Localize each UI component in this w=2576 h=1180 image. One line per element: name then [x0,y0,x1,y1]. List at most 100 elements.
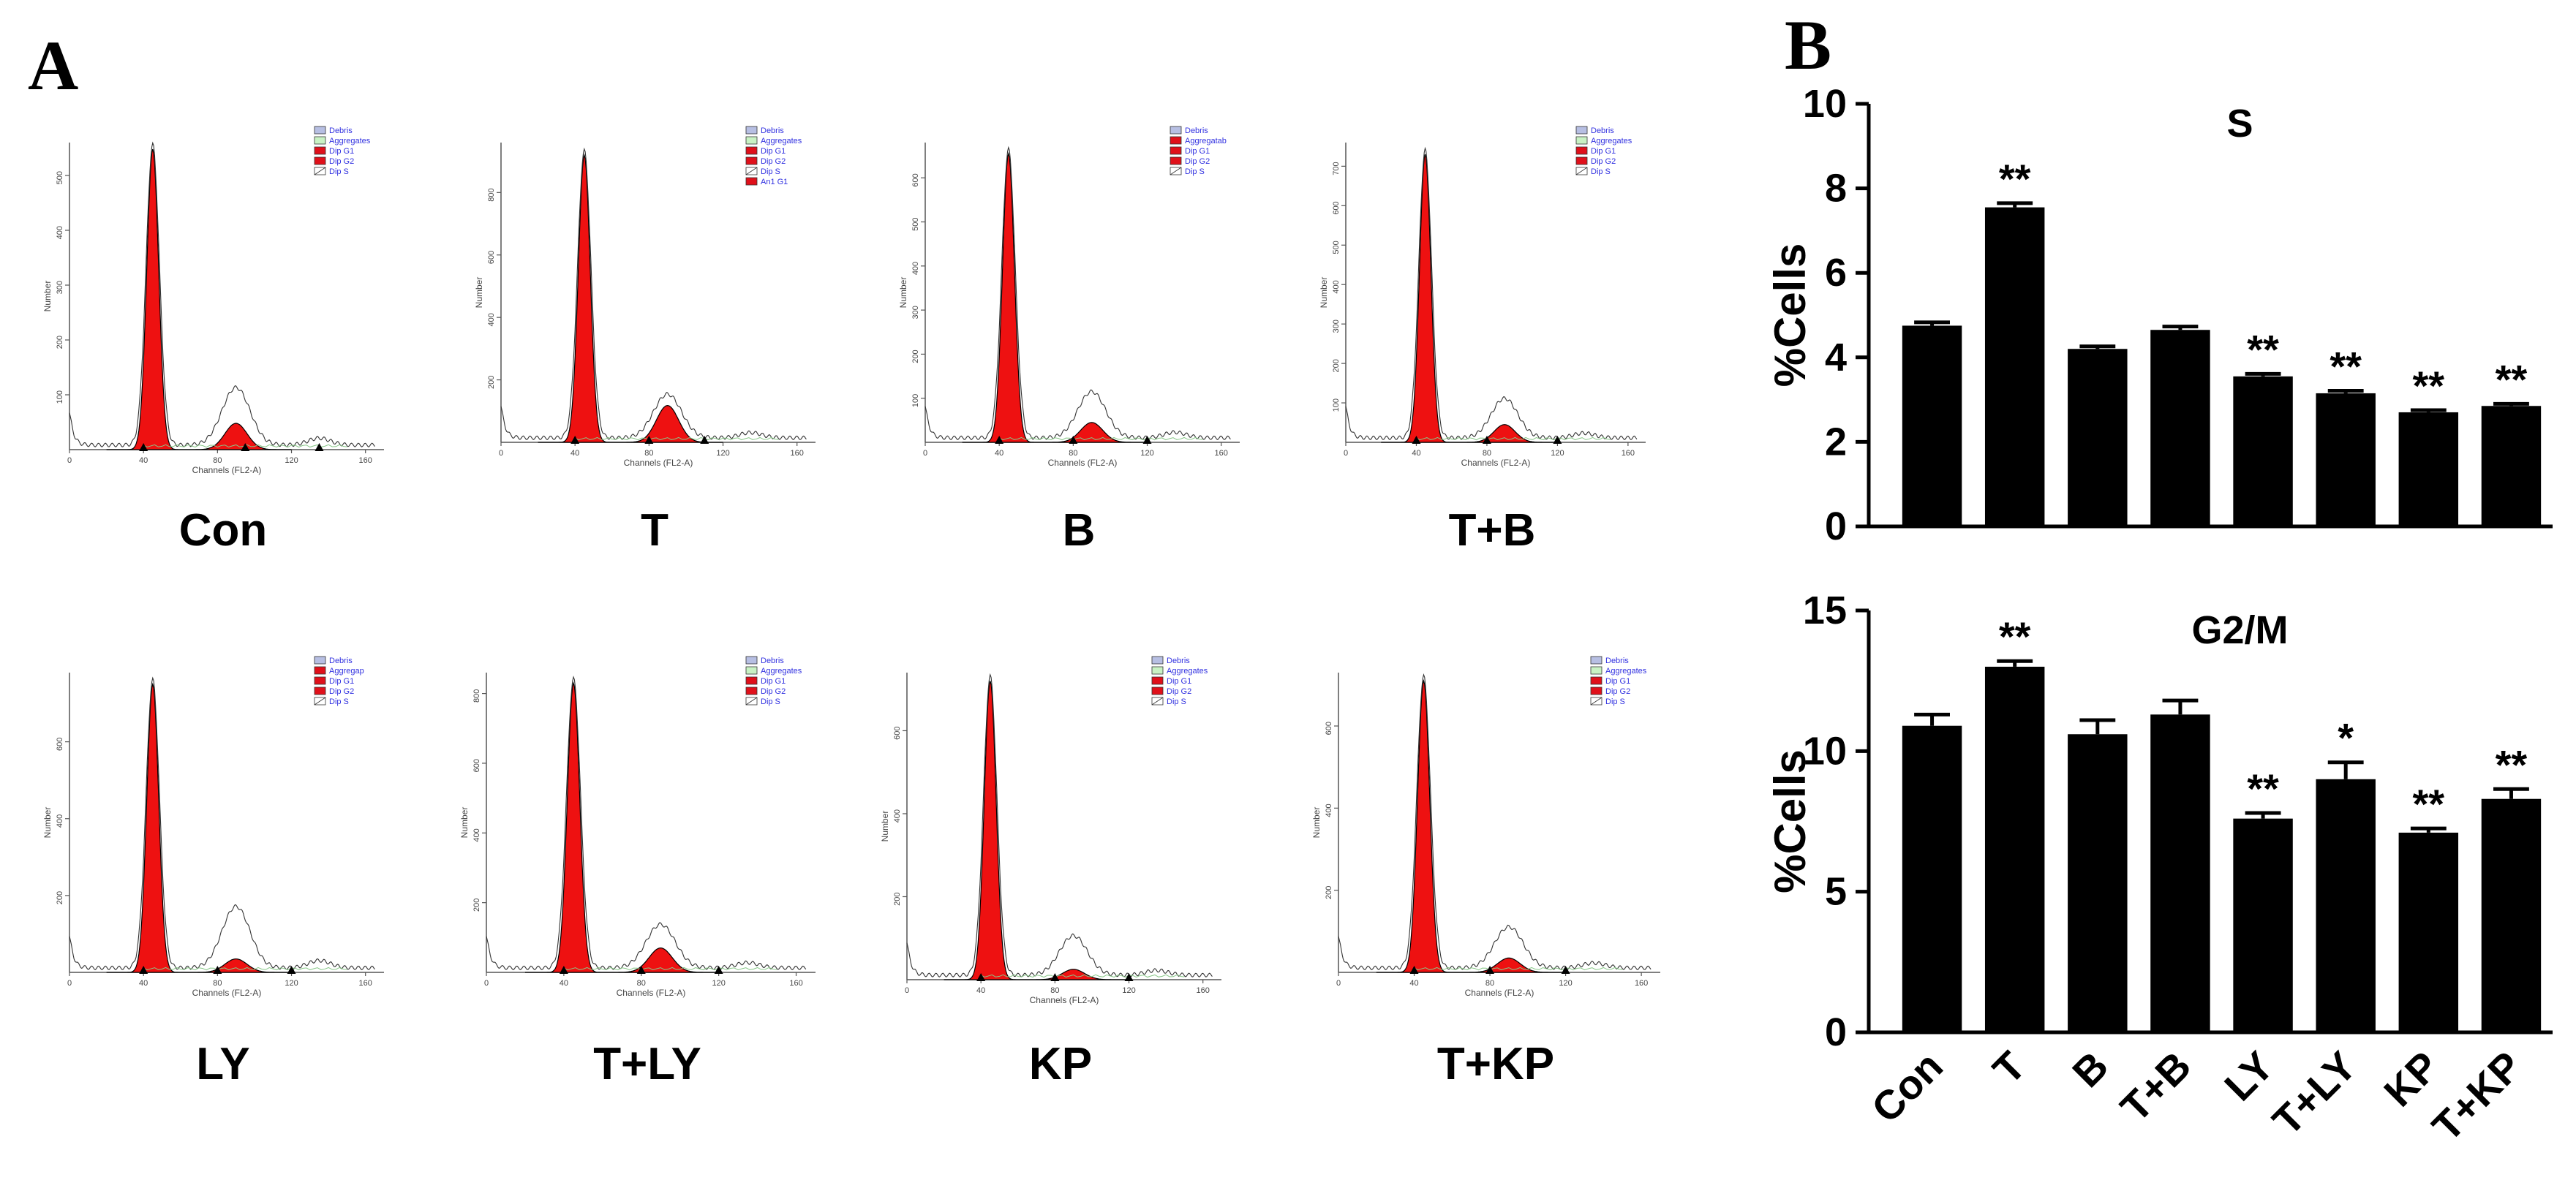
y-tick-label: 600 [911,173,920,186]
y-tick-label: 400 [911,262,920,275]
legend-swatch [1590,666,1603,675]
peak-marker-icon [559,966,568,974]
x-tick-label: 120 [1140,449,1153,458]
hatch [745,697,758,706]
legend-label: Dip S [761,697,780,706]
x-tick-label: 160 [359,456,372,465]
peak-marker-icon [1124,973,1134,981]
legend-label: Dip G2 [1185,157,1210,166]
legend-swatch [314,656,326,665]
y-tick-label: 200 [1325,886,1333,899]
bar [1902,325,1962,526]
x-tick-label: 80 [644,449,653,458]
hatch [1575,167,1588,175]
x-tick-label: T [1984,1043,2034,1093]
legend-swatch [1575,156,1588,165]
legend-label: Dip G1 [1591,147,1616,156]
y-tick-label: 400 [472,828,481,841]
y-tick-label: 600 [56,738,64,751]
bar [2398,832,2459,1032]
x-tick-label: 120 [716,449,729,458]
x-tick-label: 40 [995,449,1003,458]
peak-marker-icon [1561,966,1570,974]
y-tick-label: 600 [893,726,902,739]
x-tick-label: 0 [1344,449,1348,458]
legend-label: Dip G1 [1605,677,1630,686]
peak-marker-icon [1409,966,1419,974]
significance-marker: ** [1999,156,2031,202]
legend-swatch [1590,676,1603,685]
peak-marker-icon [241,443,250,451]
x-tick-label: 160 [359,979,372,988]
x-tick-label: 120 [1551,449,1564,458]
x-tick-label: 40 [560,979,568,988]
hatch [745,167,758,175]
peak-marker-icon [315,443,324,451]
y-tick-label: 800 [487,188,496,201]
y-axis-label: Number [459,807,470,839]
legend-swatch [1575,146,1588,155]
legend-label: Debris [1185,126,1208,135]
x-tick-label: 0 [484,979,489,988]
y-tick-label: 600 [487,251,496,264]
peak-marker-icon [995,436,1004,444]
legend-label: Debris [329,657,353,665]
legend-label: Debris [329,126,353,135]
x-tick-label: Con [1863,1043,1952,1132]
legend-label: Dip G1 [329,677,354,686]
significance-marker: * [2338,715,2354,761]
x-tick-label: 0 [905,986,909,995]
bar [2316,393,2376,526]
legend-swatch [314,146,326,155]
legend-swatch [1170,126,1182,135]
peak-marker-icon [139,443,148,451]
x-tick-label: 80 [637,979,646,988]
y-tick-label: 6 [1825,251,1847,295]
legend-label: Debris [761,657,784,665]
peak-marker-icon [1050,973,1060,981]
legend-label: Aggregates [1167,667,1208,676]
legend-swatch [314,666,326,675]
x-tick-label: 120 [1122,986,1135,995]
legend-label: Dip G2 [1167,687,1191,696]
legend-swatch [1151,666,1164,675]
s-phase-line [980,974,1185,978]
x-tick-label: 0 [923,449,927,458]
x-axis-label: Channels (FL2-A) [1465,988,1534,998]
g1-g2-fill [538,153,723,443]
legend-swatch [1151,656,1164,665]
bar [2150,714,2210,1032]
y-tick-label: 5 [1825,870,1847,914]
x-tick-label: 80 [1069,449,1077,458]
legend-label: Dip S [329,167,349,176]
x-axis-label: Channels (FL2-A) [1030,995,1099,1005]
legend-swatch [745,676,758,685]
x-axis-label: Channels (FL2-A) [617,988,686,998]
significance-marker: ** [2247,765,2279,812]
x-tick-label: 160 [1197,986,1210,995]
legend-label: Debris [1167,657,1190,665]
y-tick-label: 2 [1825,420,1847,464]
x-tick-label: B [2063,1043,2117,1096]
peak-marker-icon [1069,436,1078,444]
bar [2233,376,2293,526]
peak-marker-icon [1412,436,1421,444]
histogram-t-plus-b: 100 200 300 400 500 600 700 Number 0 40 80 120 160 Ch… [1317,121,1668,472]
hatch [1590,697,1603,706]
x-tick-label: 40 [139,456,148,465]
y-tick-label: 15 [1803,589,1847,632]
y-tick-label: 300 [1332,319,1341,333]
y-tick-label: 600 [1332,201,1341,214]
y-tick-label: 10 [1803,82,1847,126]
y-axis-label: Number [42,807,53,839]
observed-envelope [906,673,1213,977]
bar [2481,798,2542,1032]
y-tick-label: 500 [56,171,64,184]
observed-envelope [1338,673,1652,970]
y-axis-label: %Cells [1766,243,1815,387]
observed-envelope [486,676,807,970]
y-tick-label: 200 [56,336,64,349]
x-tick-label: 80 [1485,979,1494,988]
histogram-condition-label: T+KP [1436,1039,1555,1089]
